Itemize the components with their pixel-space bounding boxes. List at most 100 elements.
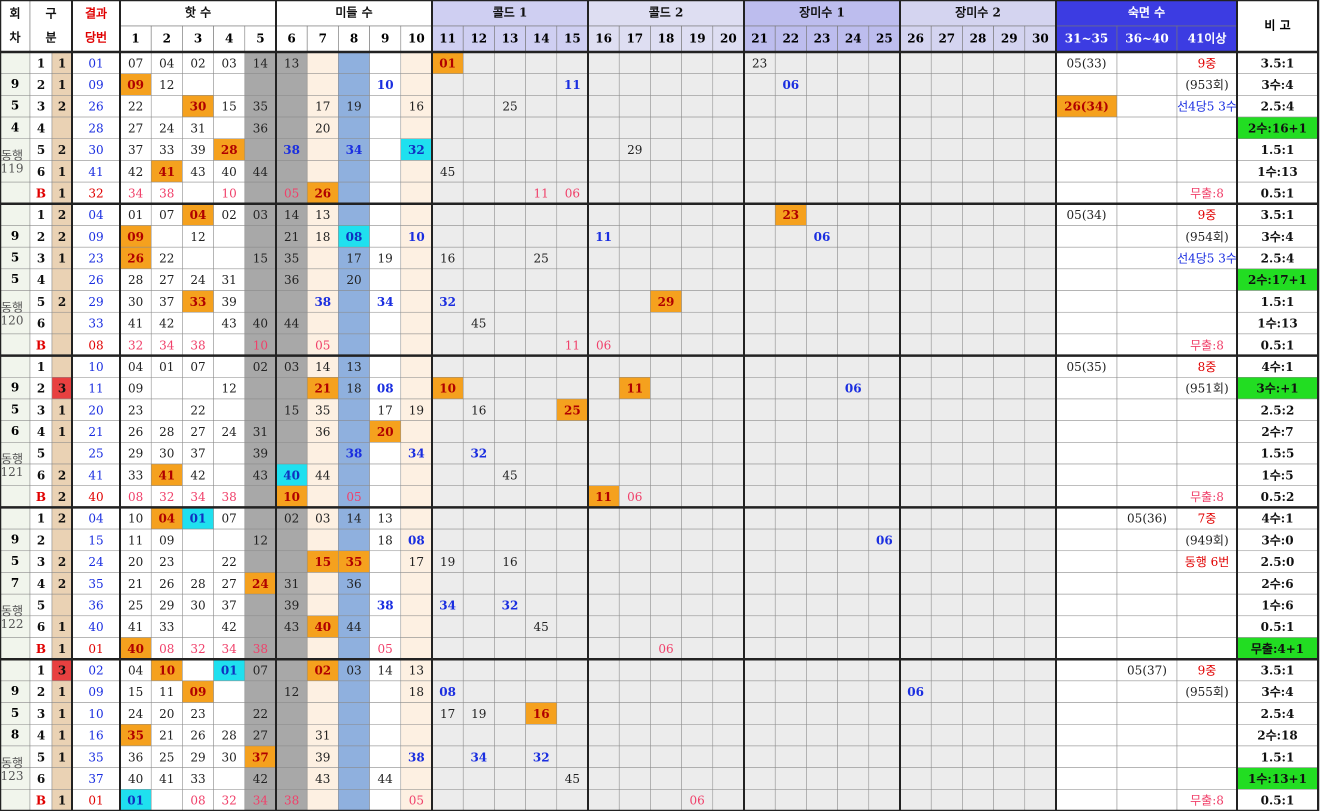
number-cell: 무출:8 (1190, 490, 1224, 504)
cell (494, 442, 526, 465)
cell (556, 463, 589, 486)
cell (681, 724, 714, 747)
cell (650, 789, 682, 811)
cell (962, 767, 994, 790)
cell (1055, 398, 1118, 421)
cell (681, 138, 714, 161)
number-cell: 무출:8 (1190, 186, 1224, 200)
cell (494, 181, 526, 205)
cell (993, 593, 1026, 617)
cell (774, 268, 807, 291)
number-cell: 11 (159, 685, 174, 699)
cell (930, 724, 963, 747)
number-cell: 32 (533, 750, 550, 764)
number-cell: 34 (377, 295, 394, 309)
cell (650, 246, 682, 270)
cell (431, 463, 464, 486)
cell (1116, 355, 1178, 378)
number-cell: 34 (253, 794, 269, 808)
number-cell: 05 (284, 186, 299, 200)
number-header: 12 (470, 32, 487, 46)
cell (962, 73, 994, 96)
round-digit: 5 (11, 554, 19, 568)
number-cell: 10 (377, 78, 394, 92)
cell (681, 290, 714, 313)
cell (182, 658, 214, 682)
cell (1024, 550, 1057, 573)
number-cell: 25 (128, 598, 143, 612)
cell (930, 290, 963, 313)
number-cell: 3 (58, 382, 66, 396)
cell (1055, 615, 1118, 638)
number-header: 14 (533, 32, 550, 46)
cell (587, 702, 620, 725)
cell (899, 246, 932, 270)
cell (306, 51, 339, 74)
number-header: 10 (408, 32, 425, 46)
cell (868, 246, 901, 270)
number-cell: 45 (471, 317, 486, 331)
cell (774, 702, 807, 725)
cell (837, 745, 870, 768)
cell (774, 550, 807, 573)
cell (1055, 485, 1118, 508)
cell (806, 658, 838, 682)
number-cell: 11 (534, 186, 549, 200)
cell (182, 615, 214, 638)
number-cell: 14 (346, 512, 362, 526)
number-cell: 34 (470, 750, 487, 764)
cell (1024, 745, 1057, 768)
number-cell: 34 (128, 186, 144, 200)
cell (837, 246, 870, 270)
note: 0.5:2 (1261, 490, 1295, 504)
cell (618, 637, 651, 660)
cell (774, 116, 807, 139)
cell (712, 485, 745, 508)
number-cell: 03 (253, 208, 268, 222)
cell (774, 290, 807, 313)
cell (681, 225, 714, 248)
cell (369, 680, 402, 703)
cell (306, 311, 339, 335)
cell (743, 572, 776, 595)
number-cell: 27 (190, 425, 205, 439)
cell (774, 658, 807, 682)
cell (712, 377, 745, 400)
cell (1024, 507, 1057, 530)
cell (618, 767, 651, 790)
note: 3.5:1 (1261, 208, 1295, 222)
cell (400, 767, 433, 790)
number-cell: 1 (37, 208, 45, 222)
cell (182, 246, 214, 270)
cell (338, 724, 370, 747)
number-cell: 무출:8 (1190, 794, 1224, 808)
result-number: 24 (88, 555, 104, 569)
cell (525, 637, 558, 660)
cell (431, 181, 464, 205)
number-cell: 30 (222, 750, 237, 764)
companion: 동행 (1, 148, 23, 163)
number-cell: 19 (471, 707, 486, 721)
header-cell (930, 25, 963, 53)
number-cell: 11 (565, 338, 580, 352)
cell (868, 724, 901, 747)
result-number: 29 (88, 295, 103, 309)
cell (494, 485, 526, 508)
number-cell: 06 (845, 382, 862, 396)
result-number: 26 (88, 100, 103, 114)
cell (993, 377, 1026, 400)
cell (712, 528, 745, 552)
cell (899, 311, 932, 335)
cell (1024, 572, 1057, 595)
cell (244, 550, 277, 573)
number-cell: 44 (253, 165, 269, 179)
cell (993, 702, 1026, 725)
cell (213, 333, 246, 356)
number-cell: 18 (315, 230, 330, 244)
cell (400, 73, 433, 96)
number-cell: 20 (128, 555, 143, 569)
number-cell: 40 (283, 468, 300, 482)
cell (837, 311, 870, 335)
cell (244, 377, 277, 400)
cell (930, 702, 963, 725)
